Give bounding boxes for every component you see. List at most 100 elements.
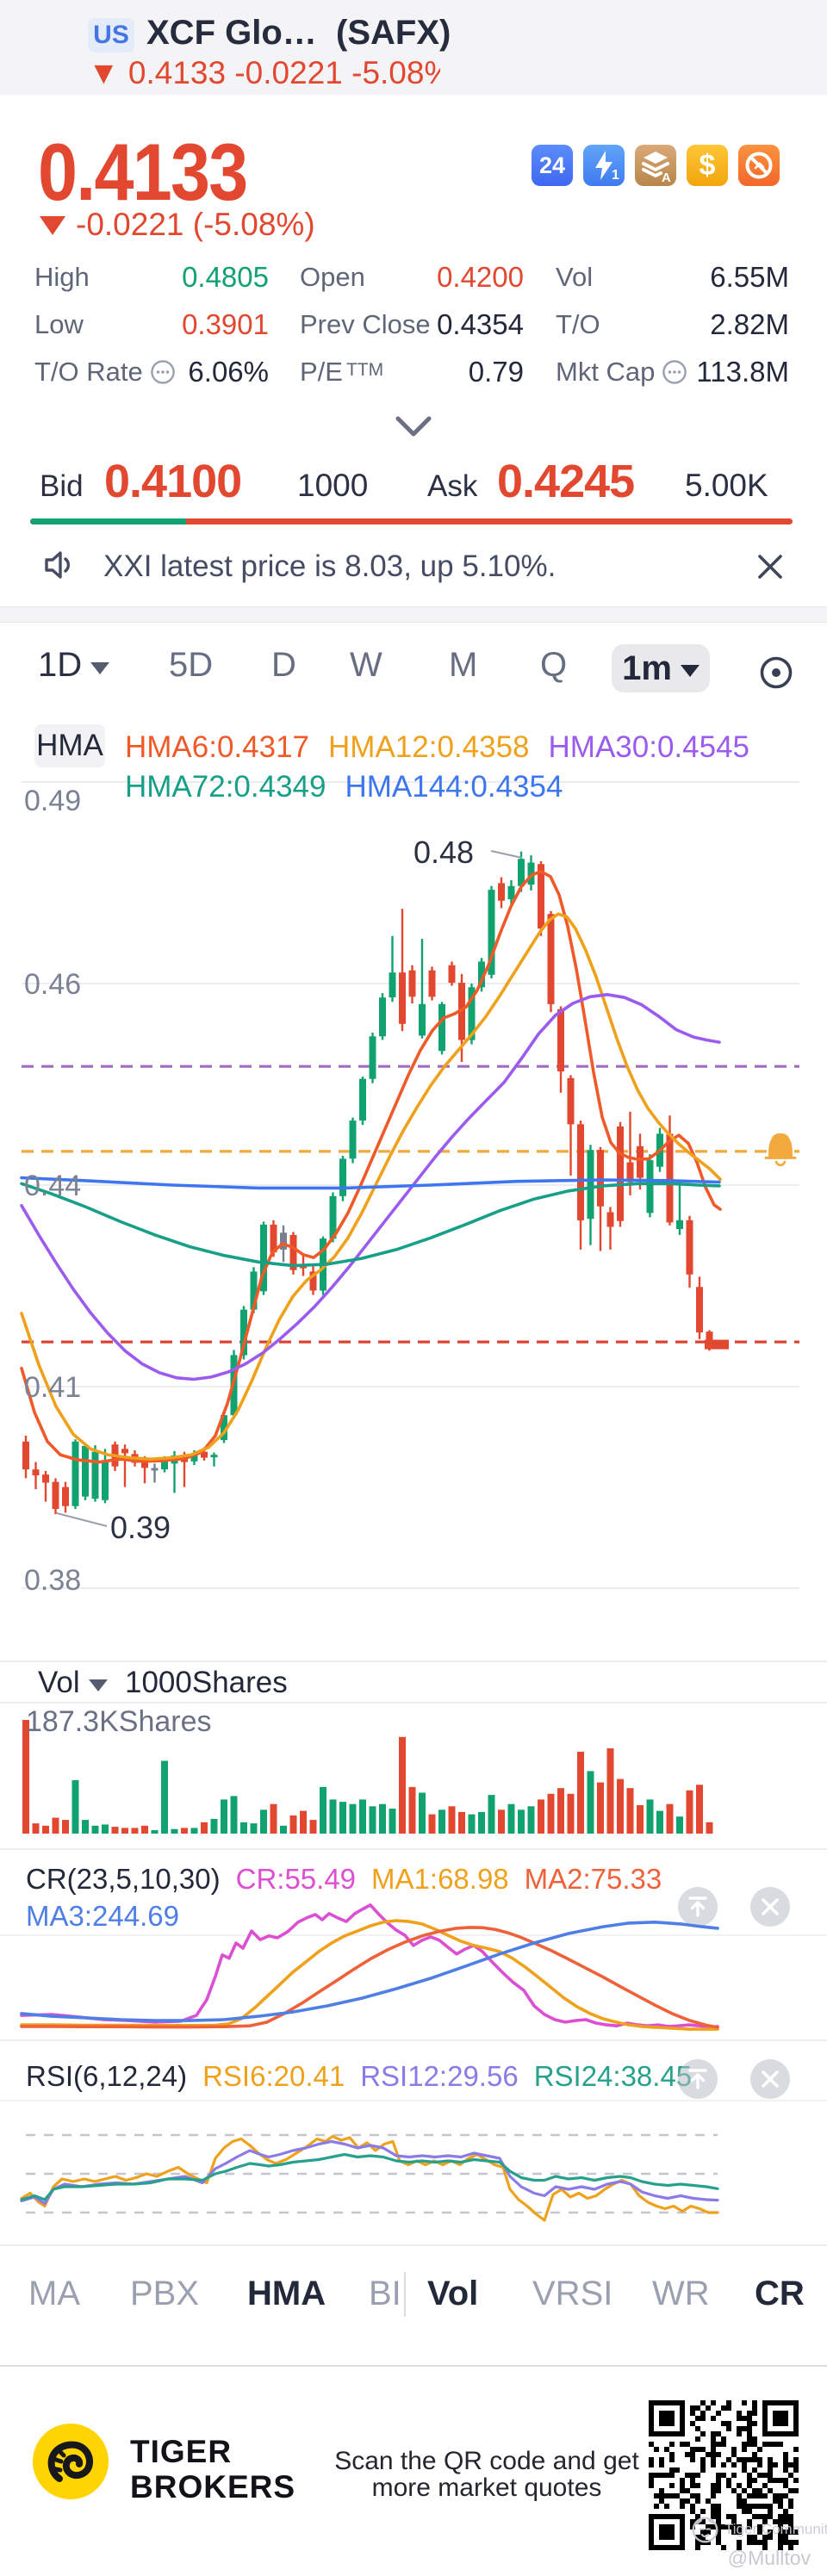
ma-line-hma12: [20, 912, 722, 1461]
volume-pane-title[interactable]: Vol: [38, 1666, 80, 1699]
pane-divider: [0, 1702, 827, 1704]
pane-divider: [0, 1848, 827, 1850]
cr-line-ma1: [20, 1919, 719, 2031]
indicator-chip-hma[interactable]: HMA: [34, 724, 105, 767]
candle: [309, 1263, 317, 1295]
volume-bar: [399, 1736, 406, 1834]
stat-label-high: High: [34, 262, 90, 292]
tab-period-5d[interactable]: 5D: [169, 646, 214, 684]
price-annotation: 0.48: [414, 835, 474, 870]
page-title: XCF Glo… (SAFX): [146, 14, 451, 52]
footer-divider: [0, 2365, 827, 2367]
candle: [597, 1146, 604, 1251]
volume-bar: [32, 1823, 40, 1834]
rsi-line-rsi6: [20, 2134, 719, 2222]
tab-period-m[interactable]: M: [449, 646, 478, 684]
badge-no-short[interactable]: [738, 145, 780, 186]
y-axis-label: 0.41: [24, 1371, 81, 1404]
volume-bar-chart[interactable]: [0, 1704, 827, 1841]
volume-bar: [488, 1795, 495, 1834]
current-price-bar: [705, 1339, 729, 1350]
rsi-indicator-chart[interactable]: [0, 2101, 827, 2244]
move-pane-up-button[interactable]: [678, 2059, 718, 2099]
tab-indicator-bias[interactable]: BIAS: [369, 2274, 401, 2312]
volume-bar: [190, 1828, 198, 1834]
qr-caption-line1: Scan the QR code and get: [334, 2447, 639, 2475]
candle: [696, 1276, 703, 1339]
close-pane-button[interactable]: [750, 2059, 790, 2099]
volume-bar: [518, 1809, 525, 1834]
chevron-down-icon: [89, 1679, 108, 1691]
price-annotation: 0.39: [110, 1510, 171, 1545]
volume-bar: [557, 1788, 564, 1834]
candle: [577, 1120, 584, 1250]
tab-period-1m-selected[interactable]: 1m: [612, 644, 710, 692]
volume-bar: [151, 1830, 159, 1834]
volume-bar: [260, 1809, 267, 1834]
tab-period-w[interactable]: W: [350, 646, 382, 684]
price-change-text: -0.0221 (-5.08%): [76, 207, 315, 242]
y-axis-label: 0.38: [24, 1564, 81, 1597]
alert-bell-icon[interactable]: [764, 1133, 797, 1167]
tab-indicator-hma[interactable]: HMA: [247, 2274, 326, 2312]
stat-value-low: 0.3901: [182, 308, 269, 340]
candle: [260, 1221, 267, 1295]
close-icon[interactable]: [751, 548, 789, 586]
tab-indicator-pbx[interactable]: PBX: [130, 2274, 200, 2312]
tab-indicator-ma[interactable]: MA: [28, 2274, 80, 2312]
info-dots-icon[interactable]: [150, 359, 176, 385]
badge-flash-level1[interactable]: 1: [583, 145, 625, 186]
volume-bar: [438, 1809, 445, 1834]
tab-indicator-cr[interactable]: CR: [755, 2274, 805, 2312]
tab-period-d[interactable]: D: [271, 646, 296, 684]
annotation-leader: [56, 1512, 108, 1527]
legend-item: HMA12:0.4358: [328, 730, 530, 764]
stat-value-vol: 6.55M: [710, 261, 789, 293]
candle: [221, 1412, 227, 1443]
close-pane-button[interactable]: [750, 1887, 790, 1927]
volume-bar: [221, 1799, 227, 1834]
stat-label-mkt-cap: Mkt Cap: [556, 357, 687, 388]
header-price-summary-clip: ▼ 0.4133 -0.0221 -5.08%: [88, 55, 440, 93]
tab-indicator-wr[interactable]: WR: [652, 2274, 710, 2312]
bid-price[interactable]: 0.4100: [104, 456, 242, 507]
announcement-text: XXI latest price is 8.03, up 5.10%.: [103, 549, 557, 583]
tab-period-q[interactable]: Q: [540, 646, 568, 684]
legend-item: HMA144:0.4354: [345, 770, 563, 804]
bid-ask-ratio-bar: [30, 518, 793, 525]
stat-label-p-e: P/E TTM: [300, 357, 384, 387]
volume-bar: [91, 1825, 99, 1834]
volume-bar: [617, 1778, 624, 1834]
qr-watermark: Tiger Community: [691, 2515, 827, 2544]
volume-bar: [141, 1825, 148, 1834]
expand-chevron-icon[interactable]: [393, 413, 434, 439]
candlestick-chart[interactable]: 0.48 0.39 0.49 0.46 0.44 0.41 0.38: [0, 715, 827, 1667]
volume-bar: [389, 1809, 396, 1834]
annotation-leader: [490, 850, 523, 859]
cr-indicator-chart[interactable]: [0, 1895, 827, 2039]
chart-settings-icon[interactable]: [757, 654, 795, 692]
badge-layers-a[interactable]: A: [635, 145, 676, 186]
tab-period-1d[interactable]: 1D: [38, 623, 110, 708]
svg-text:1: 1: [612, 168, 619, 183]
move-pane-up-button[interactable]: [678, 1887, 718, 1927]
badge-24h[interactable]: 24: [532, 145, 573, 186]
lightning-icon: 1: [595, 151, 619, 183]
pane-divider: [0, 2244, 827, 2246]
badge-dollar[interactable]: $: [687, 145, 728, 186]
candle: [72, 1439, 79, 1510]
tab-indicator-vol[interactable]: Vol: [427, 2274, 479, 2312]
ask-price[interactable]: 0.4245: [497, 456, 635, 507]
candle: [646, 1154, 654, 1218]
cr-header: CR(23,5,10,30) CR:55.49 MA1:68.98 MA2:75.33: [26, 1863, 677, 1896]
candle: [91, 1445, 99, 1502]
svg-text:A: A: [662, 171, 671, 185]
announcement-bar[interactable]: XXI latest price is 8.03, up 5.10%.: [0, 527, 827, 606]
stat-label-prev-close: Prev Close: [300, 309, 431, 339]
info-dots-icon[interactable]: [662, 359, 687, 385]
tab-indicator-vrsi[interactable]: VRSI: [532, 2274, 613, 2312]
legend-item: HMA72:0.4349: [125, 770, 326, 804]
volume-bar: [270, 1803, 277, 1834]
user-handle: @Mulltov: [727, 2547, 811, 2569]
volume-bar: [289, 1815, 297, 1834]
